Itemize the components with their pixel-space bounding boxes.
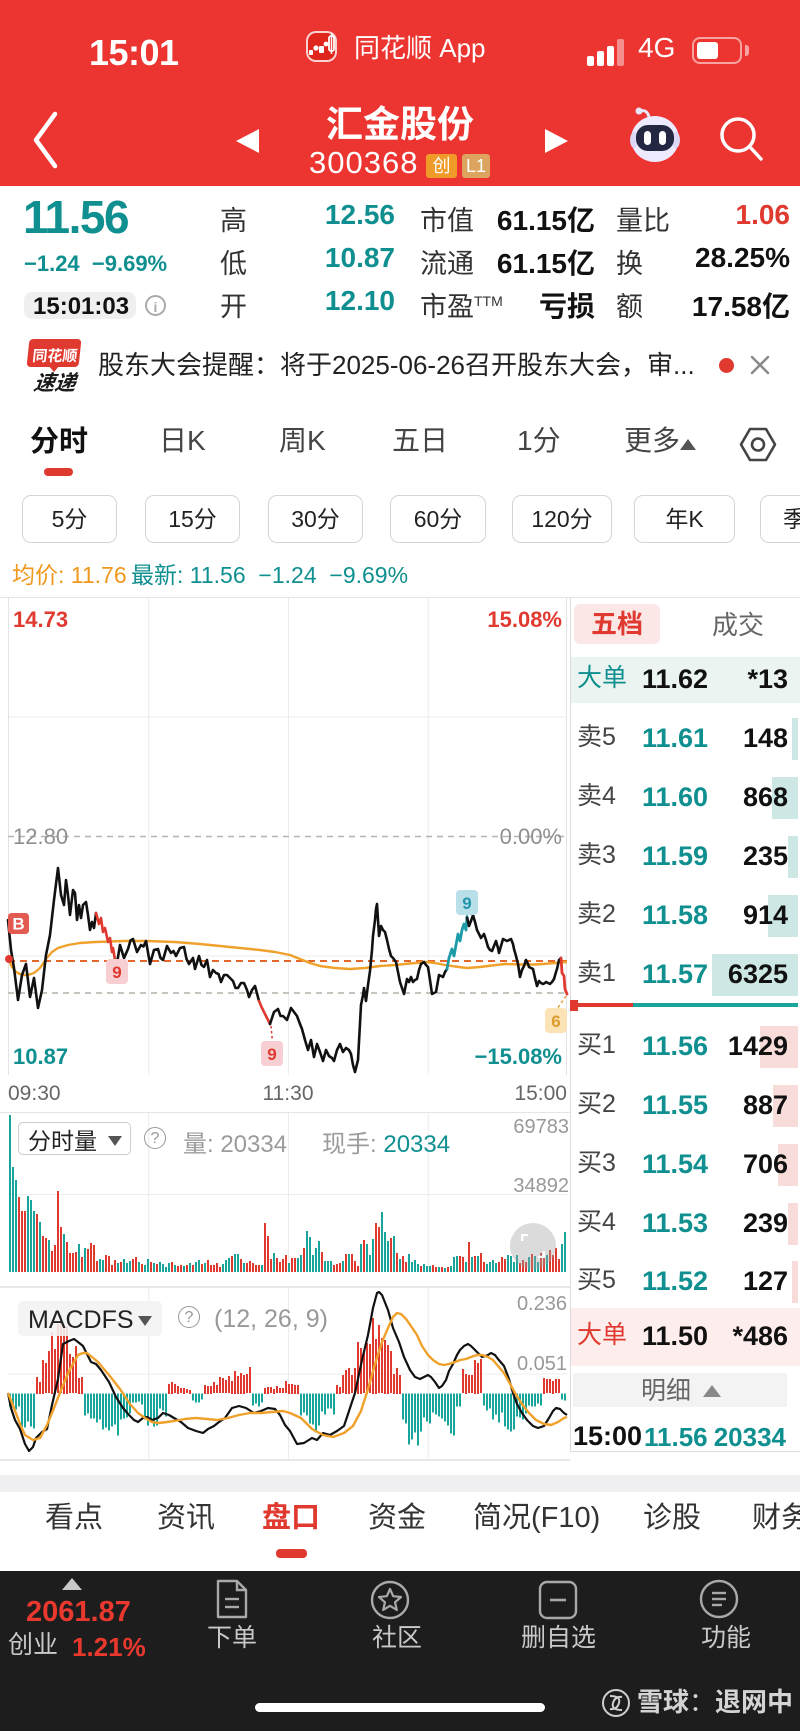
svg-text:9: 9 bbox=[267, 1045, 276, 1064]
svg-text:10.87: 10.87 bbox=[13, 1044, 68, 1069]
svg-text:12.80: 12.80 bbox=[13, 824, 68, 849]
svg-text:15.08%: 15.08% bbox=[487, 607, 562, 632]
svg-text:34892: 34892 bbox=[513, 1175, 569, 1197]
svg-text:15:00: 15:00 bbox=[514, 1082, 567, 1105]
svg-text:6: 6 bbox=[551, 1012, 560, 1031]
svg-text:0.00%: 0.00% bbox=[500, 824, 562, 849]
svg-text:11:30: 11:30 bbox=[263, 1082, 314, 1105]
svg-text:09:30: 09:30 bbox=[8, 1082, 61, 1105]
svg-text:9: 9 bbox=[112, 963, 121, 982]
svg-text:−15.08%: −15.08% bbox=[475, 1044, 562, 1069]
svg-text:0.236: 0.236 bbox=[517, 1293, 567, 1315]
svg-text:B: B bbox=[12, 915, 24, 934]
svg-text:0.051: 0.051 bbox=[517, 1353, 567, 1375]
svg-text:69783: 69783 bbox=[513, 1116, 569, 1138]
svg-text:9: 9 bbox=[462, 894, 471, 913]
svg-text:14.73: 14.73 bbox=[13, 607, 68, 632]
